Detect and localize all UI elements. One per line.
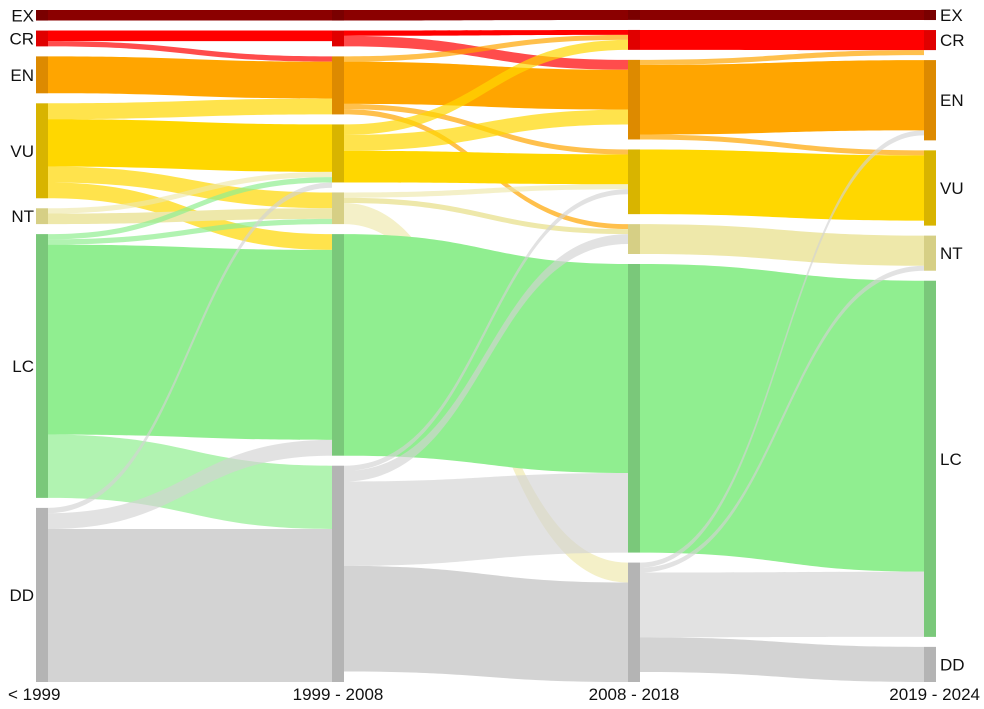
node-ex-stage1: [36, 10, 48, 21]
flow-en-to-en-stage1: [48, 56, 332, 99]
node-lc-stage2: [332, 234, 344, 456]
flow-vu-to-vu-stage2: [344, 150, 628, 185]
flow-ex-to-ex-stage3: [640, 10, 924, 21]
category-labels: EX EX CR CR EN EN VU VU NT NT LC LC DD DD: [9, 6, 964, 674]
node-dd-stage4: [924, 646, 936, 682]
flow-nt-to-nt-stage3: [640, 224, 924, 266]
flow-en-to-en-stage3: [640, 60, 924, 135]
flow-lc-to-vu-stage1: [48, 177, 332, 240]
flow-dd-to-vu-stage1: [48, 182, 332, 514]
label-right-dd: DD: [940, 655, 965, 674]
period-label-1: < 1999: [8, 685, 60, 704]
label-left-vu: VU: [10, 142, 34, 161]
label-left-en: EN: [10, 66, 34, 85]
node-dd-stage1: [36, 507, 48, 682]
node-lc-stage3: [628, 264, 640, 553]
node-nt-stage4: [924, 235, 936, 271]
flow-nt-to-nt-stage1: [48, 208, 332, 225]
flow-ex-to-ex-stage2: [344, 10, 628, 21]
node-en-stage3: [628, 59, 640, 140]
stage-nodes: [36, 10, 936, 682]
flow-vu-to-en-stage2: [344, 109, 628, 151]
node-cr-stage4: [924, 30, 936, 51]
flow-nt-to-vu-stage2: [344, 184, 628, 198]
node-en-stage2: [332, 56, 344, 115]
flow-nt-to-nt-stage2: [344, 197, 628, 235]
flow-en-to-vu-stage3: [640, 134, 924, 156]
label-left-lc: LC: [12, 357, 34, 376]
flow-bands: [48, 10, 924, 682]
label-right-ex: EX: [940, 6, 963, 25]
flow-cr-to-en-stage2: [344, 35, 628, 70]
flow-dd-to-dd-stage1: [48, 529, 332, 682]
period-label-2: 1999 - 2008: [293, 685, 384, 704]
label-left-cr: CR: [9, 29, 34, 48]
flow-dd-to-dd-stage2: [344, 565, 628, 682]
node-nt-stage3: [628, 224, 640, 254]
node-vu-stage2: [332, 124, 344, 183]
period-labels: < 1999 1999 - 2008 2008 - 2018 2019 - 20…: [8, 685, 980, 704]
flow-dd-to-dd-stage3: [640, 637, 924, 682]
label-left-ex: EX: [11, 6, 34, 25]
label-left-nt: NT: [11, 207, 34, 226]
flow-vu-to-vu-stage1: [48, 119, 332, 172]
label-right-cr: CR: [940, 31, 965, 50]
flow-lc-to-lc-stage1: [48, 244, 332, 440]
label-right-vu: VU: [940, 179, 964, 198]
node-en-stage4: [924, 60, 936, 141]
flow-cr-to-cr-stage1: [48, 30, 332, 42]
flow-vu-to-en-stage1: [48, 98, 332, 120]
node-vu-stage3: [628, 149, 640, 215]
period-label-3: 2008 - 2018: [589, 685, 680, 704]
node-ex-stage2: [332, 10, 344, 21]
node-lc-stage4: [924, 280, 936, 637]
node-vu-stage4: [924, 150, 936, 226]
flow-dd-to-lc-stage3: [640, 571, 924, 638]
node-dd-stage3: [628, 562, 640, 682]
node-cr-stage2: [332, 30, 344, 47]
label-right-lc: LC: [940, 450, 962, 469]
flow-en-to-cr-stage3: [640, 50, 924, 65]
node-dd-stage2: [332, 465, 344, 682]
node-vu-stage1: [36, 103, 48, 199]
node-lc-stage1: [36, 234, 48, 498]
flow-cr-to-cr-stage2: [344, 29, 628, 36]
node-nt-stage2: [332, 192, 344, 225]
flow-vu-to-vu-stage3: [640, 149, 924, 221]
node-ex-stage3: [628, 10, 640, 20]
node-ex-stage4: [924, 10, 936, 21]
flow-dd-to-nt-stage3: [640, 265, 924, 573]
flow-dd-to-lc-stage2: [344, 472, 628, 566]
flow-dd-to-en-stage3: [640, 130, 924, 568]
flow-cr-to-cr-stage3: [640, 29, 924, 51]
flow-dd-to-nt-stage2: [344, 234, 628, 482]
flow-lc-to-nt-stage1: [48, 218, 332, 245]
period-label-4: 2019 - 2024: [889, 685, 980, 704]
flow-vu-to-nt-stage1: [48, 166, 332, 209]
flow-nt-to-vu-stage1: [48, 171, 332, 214]
flow-dd-to-vu-stage2: [344, 189, 628, 471]
flow-ex-to-ex-stage1: [48, 10, 332, 21]
flow-dd-to-lc-stage1: [48, 439, 332, 529]
node-cr-stage3: [628, 29, 640, 50]
label-right-nt: NT: [940, 244, 963, 263]
node-cr-stage1: [36, 30, 48, 47]
flow-cr-to-en-stage1: [48, 41, 332, 62]
label-left-dd: DD: [9, 586, 34, 605]
flow-en-to-cr-stage2: [344, 34, 628, 62]
node-nt-stage1: [36, 208, 48, 225]
label-right-en: EN: [940, 91, 964, 110]
node-en-stage1: [36, 56, 48, 94]
flow-vu-to-cr-stage2: [344, 39, 628, 135]
